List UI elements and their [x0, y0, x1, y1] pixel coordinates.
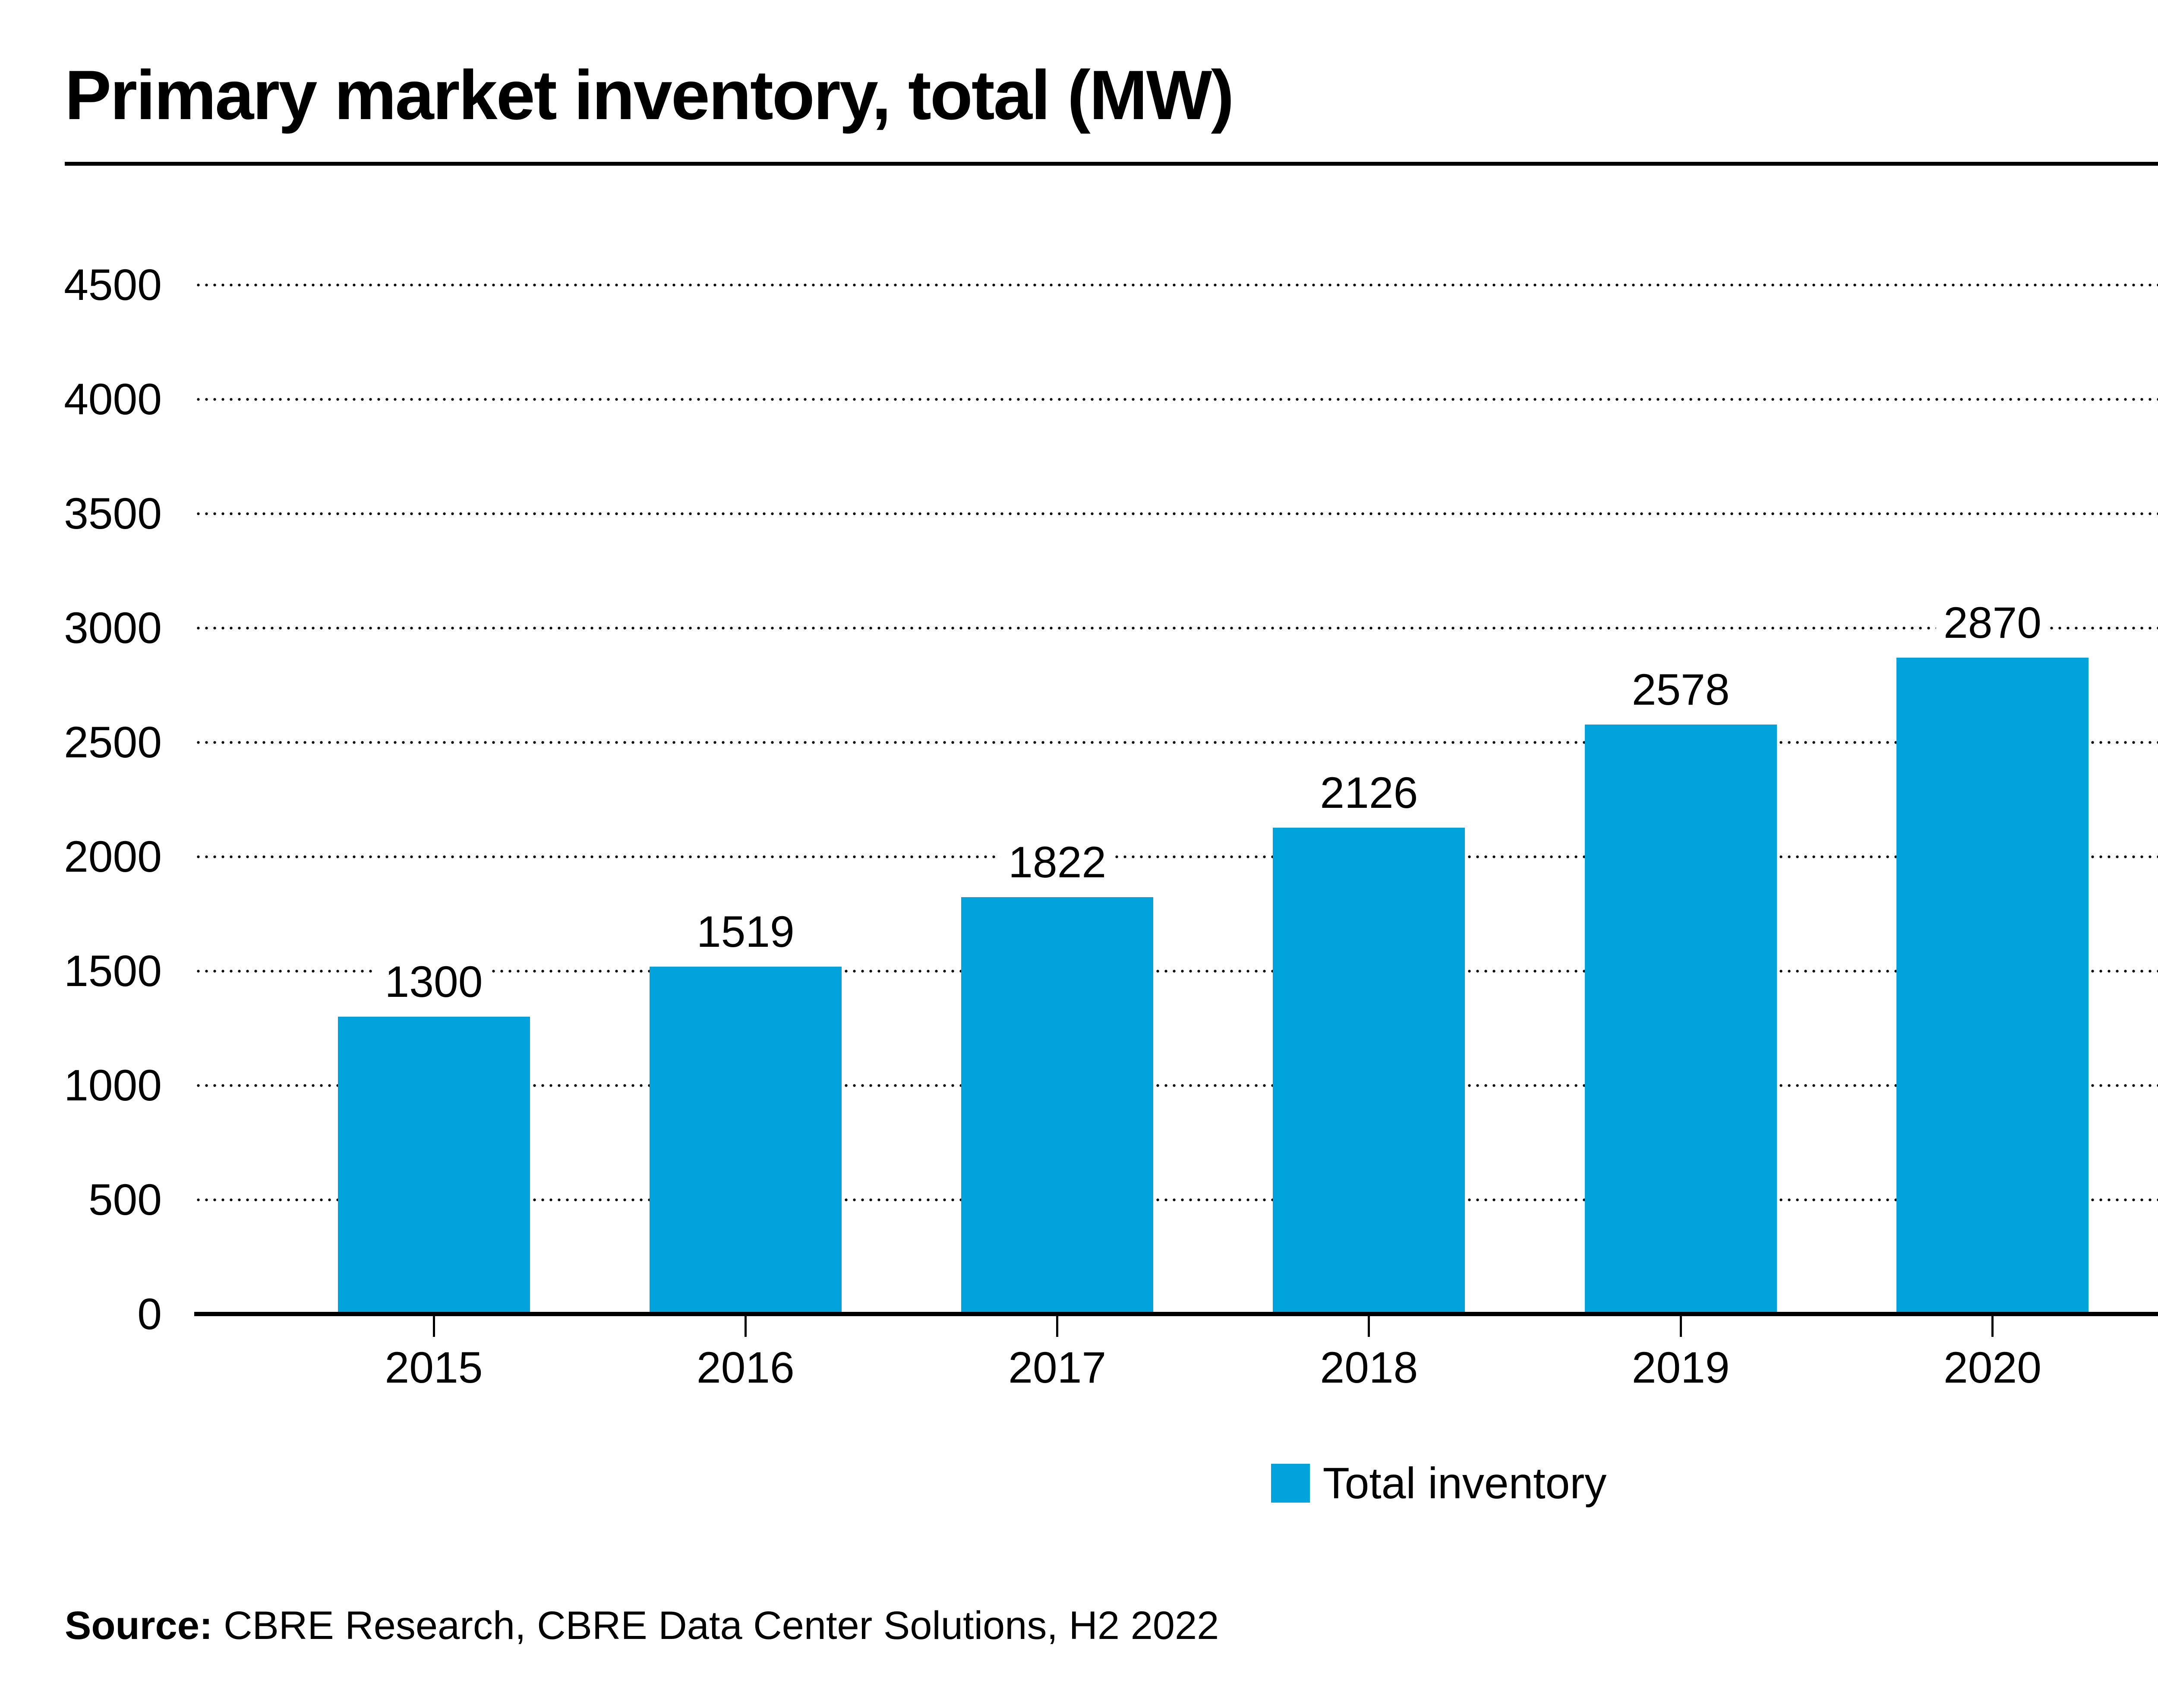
legend-swatch-total-inventory: [1271, 1464, 1310, 1503]
source-text: CBRE Research, CBRE Data Center Solution…: [212, 1604, 1219, 1648]
bar-2015: [338, 1017, 530, 1314]
bar-2020: [1896, 657, 2089, 1314]
y-axis-tick-label-2000: 2000: [64, 832, 162, 881]
x-axis-tick-label-2020: 2020: [1943, 1343, 2041, 1392]
x-axis-tick-2019: [1679, 1316, 1682, 1337]
legend-label: Total inventory: [1322, 1459, 1607, 1508]
x-axis-tick-2018: [1368, 1316, 1370, 1337]
bar-value-label-2020: 2870: [1936, 600, 2049, 645]
y-axis-tick-label-2500: 2500: [64, 718, 162, 767]
x-axis-tick-2015: [432, 1316, 435, 1337]
plot-area: 0 500 1000 1500 2000 2500 3000 3500 4000 4500 1300…: [64, 263, 2158, 1336]
y-axis-tick-label-3000: 3000: [64, 603, 162, 652]
x-axis-tick-2016: [744, 1316, 747, 1337]
gridline-3500: [194, 512, 2158, 515]
x-axis-tick-label-2015: 2015: [385, 1343, 483, 1392]
bar-value-label-2016: 1519: [688, 909, 802, 954]
x-axis-tick-label-2017: 2017: [1008, 1343, 1107, 1392]
gridline-4500: [194, 284, 2158, 287]
gridline-500: [194, 1198, 2158, 1201]
bar-2016: [649, 966, 842, 1314]
y-axis-tick-label-500: 500: [88, 1175, 162, 1224]
bar-2019: [1584, 724, 1777, 1314]
source-prefix: Source:: [65, 1604, 213, 1648]
title-divider-rule: [65, 162, 2158, 166]
x-axis-tick-2017: [1056, 1316, 1059, 1337]
y-axis-tick-label-3500: 3500: [64, 489, 162, 538]
x-axis-baseline: [194, 1312, 2158, 1316]
x-axis-tick-label-2016: 2016: [696, 1343, 795, 1392]
gridline-1500: [194, 970, 2158, 973]
bar-2017: [961, 897, 1154, 1314]
x-axis-tick-label-2019: 2019: [1631, 1343, 1730, 1392]
gridline-3000: [194, 627, 2158, 630]
bar-value-label-2015: 1300: [377, 960, 491, 1004]
bar-2018: [1273, 828, 1465, 1314]
gridline-2500: [194, 741, 2158, 744]
bar-value-label-2018: 2126: [1312, 771, 1426, 815]
y-axis-tick-label-1500: 1500: [64, 946, 162, 996]
y-axis-tick-label-4000: 4000: [64, 375, 162, 424]
gridline-2000: [194, 855, 2158, 858]
x-axis-tick-label-2018: 2018: [1320, 1343, 1418, 1392]
y-axis-tick-label-1000: 1000: [64, 1061, 162, 1110]
y-axis-tick-label-0: 0: [137, 1289, 162, 1339]
bar-value-label-2019: 2578: [1624, 667, 1738, 712]
gridline-4000: [194, 398, 2158, 401]
legend: Total inventory: [0, 1461, 2158, 1505]
x-axis-tick-2020: [1991, 1316, 1994, 1337]
bar-value-label-2017: 1822: [1000, 840, 1114, 885]
source-line: Source: CBRE Research, CBRE Data Center …: [65, 1602, 1219, 1649]
chart-title: Primary market inventory, total (MW): [65, 56, 1234, 134]
y-axis-tick-label-4500: 4500: [64, 260, 162, 309]
gridline-1000: [194, 1084, 2158, 1087]
